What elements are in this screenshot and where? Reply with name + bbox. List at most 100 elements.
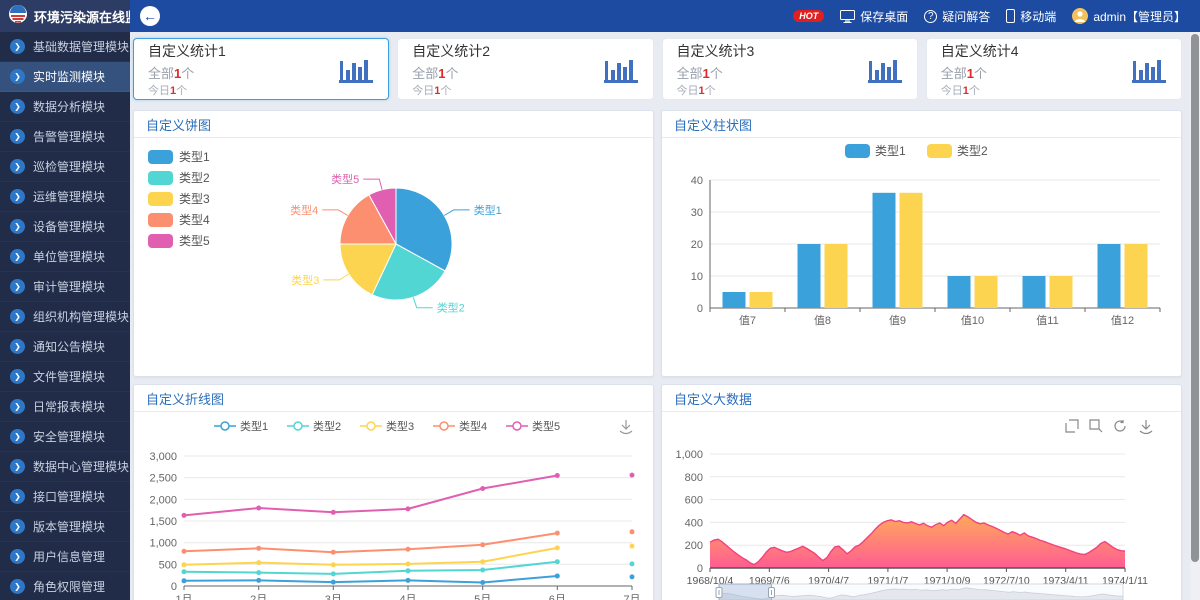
stat-card[interactable]: 自定义统计4 全部1个 今日1个 [925,38,1182,100]
sidebar-item[interactable]: ❯ 运维管理模块 [0,182,130,212]
sidebar-item[interactable]: ❯ 数据分析模块 [0,92,130,122]
chevron-right-circle-icon: ❯ [10,129,25,144]
stat-card[interactable]: 自定义统计3 全部1个 今日1个 [661,38,918,100]
chevron-right-circle-icon: ❯ [10,249,25,264]
legend-item[interactable]: 类型3 [360,419,414,433]
save-image-icon[interactable] [619,420,633,435]
datazoom-window[interactable] [718,583,772,600]
brand-area: 环境污染源在线监测管 [0,0,130,32]
qa-button[interactable]: ? 疑问解答 [924,8,990,25]
pie-slice-label: 类型3 [291,273,319,287]
sidebar-item[interactable]: ❯ 实时监测模块 [0,62,130,92]
sidebar-item[interactable]: ❯ 通知公告模块 [0,332,130,362]
svg-text:类型2: 类型2 [957,144,988,158]
bar[interactable] [749,292,773,308]
question-icon: ? [924,9,938,23]
sidebar-item[interactable]: ❯ 文件管理模块 [0,362,130,392]
chevron-right-circle-icon: ❯ [10,189,25,204]
legend-item[interactable]: 类型1 [845,144,906,158]
bar-chart-icon [603,60,638,83]
sidebar-item[interactable]: ❯ 单位管理模块 [0,242,130,272]
bar[interactable] [1049,276,1073,308]
chevron-right-circle-icon: ❯ [10,399,25,414]
stat-card[interactable]: 自定义统计2 全部1个 今日1个 [397,38,654,100]
legend-item[interactable]: 类型3 [148,192,210,206]
mobile-button[interactable]: 移动端 [1006,8,1056,25]
panel-line: 自定义折线图 类型1 类型2 类型3 类型4 类型5 0 500 1,000 1,500 2,00… [133,384,654,600]
legend-item[interactable]: 类型4 [148,213,210,227]
pie-slice[interactable] [339,243,397,296]
sidebar-item-label: 文件管理模块 [33,370,106,384]
line-series [181,529,635,555]
sidebar-item[interactable]: ❯ 组织机构管理模块 [0,302,130,332]
svg-text:类型1: 类型1 [875,144,906,158]
bar[interactable] [947,276,971,308]
scrollbar-thumb[interactable] [1191,34,1199,562]
sidebar-item[interactable]: ❯ 审计管理模块 [0,272,130,302]
chevron-right-circle-icon: ❯ [10,159,25,174]
legend-item[interactable]: 类型2 [287,419,341,433]
svg-text:2月: 2月 [250,594,267,600]
sidebar-item[interactable]: ❯ 设备管理模块 [0,212,130,242]
pie-slice[interactable] [395,187,453,272]
svg-text:值11: 值11 [1036,314,1058,327]
svg-text:1,000: 1,000 [675,449,703,461]
zoom-reset-icon[interactable] [1089,419,1103,433]
bar[interactable] [1097,244,1121,308]
stat-card[interactable]: 自定义统计1 全部1个 今日1个 [133,38,390,100]
line-series [181,573,635,585]
bar[interactable] [899,192,923,308]
stat-total: 全部1个 [940,65,988,81]
legend-item[interactable]: 类型1 [214,419,268,433]
bar[interactable] [872,192,896,308]
bar[interactable] [824,244,848,308]
sidebar-item-label: 实时监测模块 [33,70,106,84]
bar[interactable] [1022,276,1046,308]
data-zoom-icon[interactable] [1065,419,1079,433]
user-menu[interactable]: admin【管理员】 [1072,8,1186,25]
stat-today: 今日1个 [940,84,980,97]
legend-item[interactable]: 类型4 [433,419,487,433]
legend-item[interactable]: 类型1 [148,150,210,164]
page-scrollbar[interactable] [1190,32,1200,600]
datazoom-slider[interactable] [715,583,1124,600]
back-button[interactable]: ← [140,6,160,26]
bar[interactable] [722,292,746,308]
chevron-right-circle-icon: ❯ [10,339,25,354]
sidebar-item[interactable]: ❯ 接口管理模块 [0,482,130,512]
svg-text:类型1: 类型1 [179,150,210,164]
sidebar-item-label: 运维管理模块 [33,190,106,204]
sidebar-item-label: 组织机构管理模块 [33,310,130,324]
sidebar-item[interactable]: ❯ 用户信息管理 [0,542,130,572]
legend-item[interactable]: 类型5 [506,419,560,433]
sidebar-item-label: 用户信息管理 [33,550,106,564]
svg-text:800: 800 [685,472,703,484]
line-series [181,559,635,577]
sidebar-item[interactable]: ❯ 巡检管理模块 [0,152,130,182]
legend-item[interactable]: 类型2 [148,171,210,185]
stat-cards-row: 自定义统计1 全部1个 今日1个 自定义统计2 全部1个 今日1个 [133,38,1182,100]
sidebar-item[interactable]: ❯ 基础数据管理模块 [0,32,130,62]
sidebar-item[interactable]: ❯ 日常报表模块 [0,392,130,422]
restore-icon[interactable] [1114,420,1126,432]
back-arrow-icon: ← [143,8,157,24]
pie-slice-label: 类型4 [290,203,318,217]
sidebar-item[interactable]: ❯ 角色权限管理 [0,572,130,600]
svg-text:3月: 3月 [325,594,342,600]
sidebar-item[interactable]: ❯ 数据中心管理模块 [0,452,130,482]
save-image-icon[interactable] [1139,420,1153,435]
bar[interactable] [974,276,998,308]
save-desktop-button[interactable]: 保存桌面 [840,8,908,25]
pie-slice-label: 类型2 [437,301,465,315]
bar[interactable] [797,244,821,308]
y-axis: 0 10 20 30 40 [691,175,1160,315]
sidebar-item[interactable]: ❯ 告警管理模块 [0,122,130,152]
sidebar-item[interactable]: ❯ 版本管理模块 [0,512,130,542]
bar[interactable] [1124,244,1148,308]
pie-slice[interactable] [371,243,446,301]
pie-slice[interactable] [368,187,397,245]
legend-item[interactable]: 类型5 [148,234,210,248]
sidebar-item[interactable]: ❯ 安全管理模块 [0,422,130,452]
legend-item[interactable]: 类型2 [927,144,988,158]
